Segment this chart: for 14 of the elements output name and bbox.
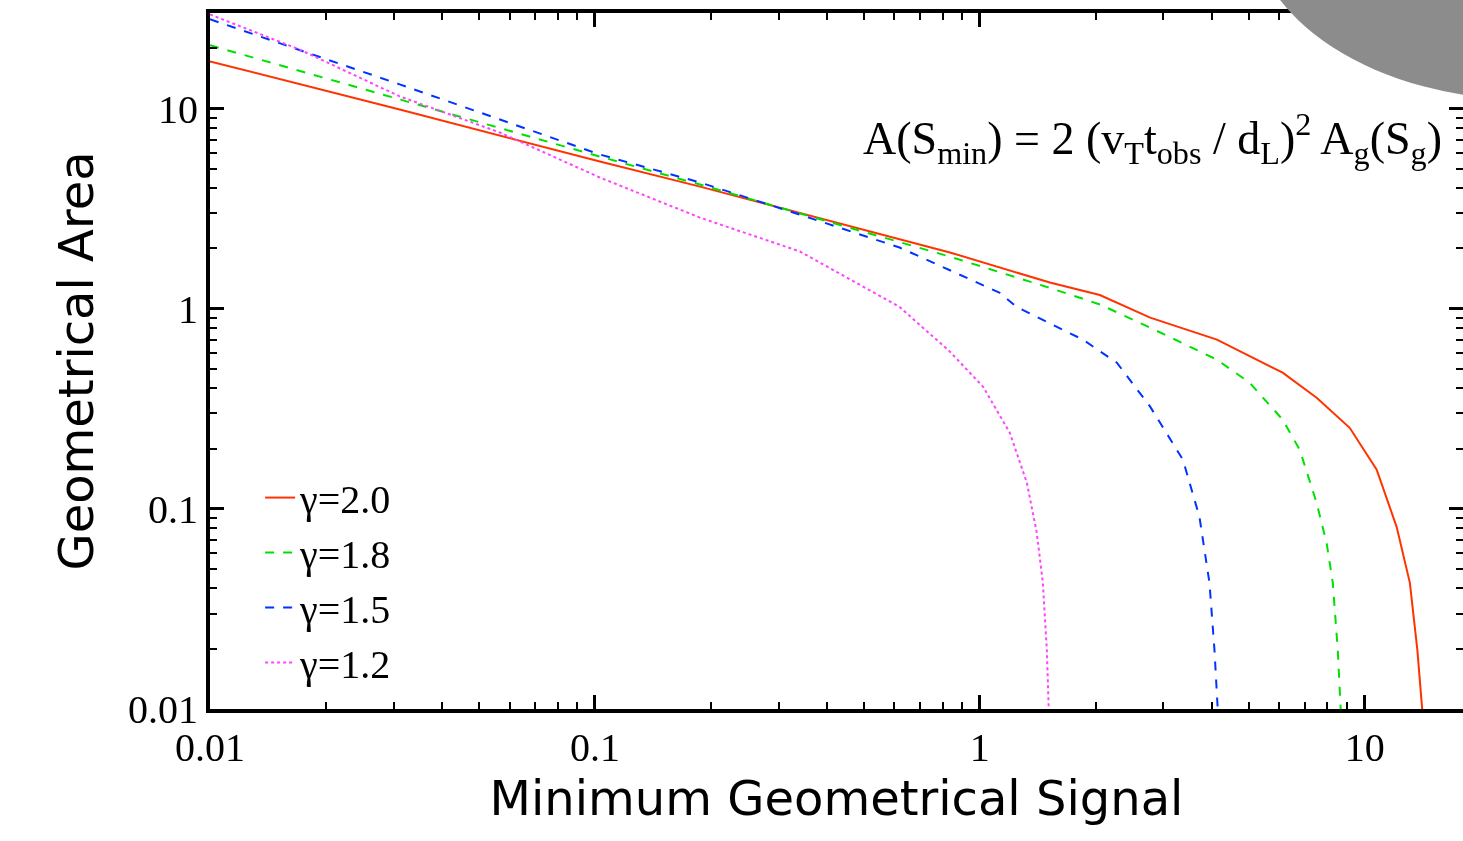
y-tick-label: 1 (178, 286, 198, 332)
text: A(S$_{min}$) = 2 (v$_{T}$t$_{obs}$ / d$_{L}$)$^{2}$ A$_{g}$(S$_{g}$) (863, 106, 1442, 171)
y-tick-label: 0.1 (148, 486, 198, 532)
y-tick-label: 10 (158, 86, 198, 132)
legend-label: γ=1.8 (299, 532, 391, 578)
legend-label: γ=2.0 (299, 477, 391, 523)
legend-label: γ=1.5 (299, 587, 391, 633)
legend-label: γ=1.2 (299, 642, 391, 688)
x-tick-label: 0.1 (569, 725, 620, 770)
x-tick-label: 1 (969, 725, 990, 770)
y-axis-title: Geometrical Area (48, 151, 105, 571)
x-tick-label: 10 (1344, 725, 1385, 770)
x-axis-title: Minimum Geometrical Signal (489, 770, 1184, 826)
y-tick-label: 0.01 (128, 687, 198, 732)
